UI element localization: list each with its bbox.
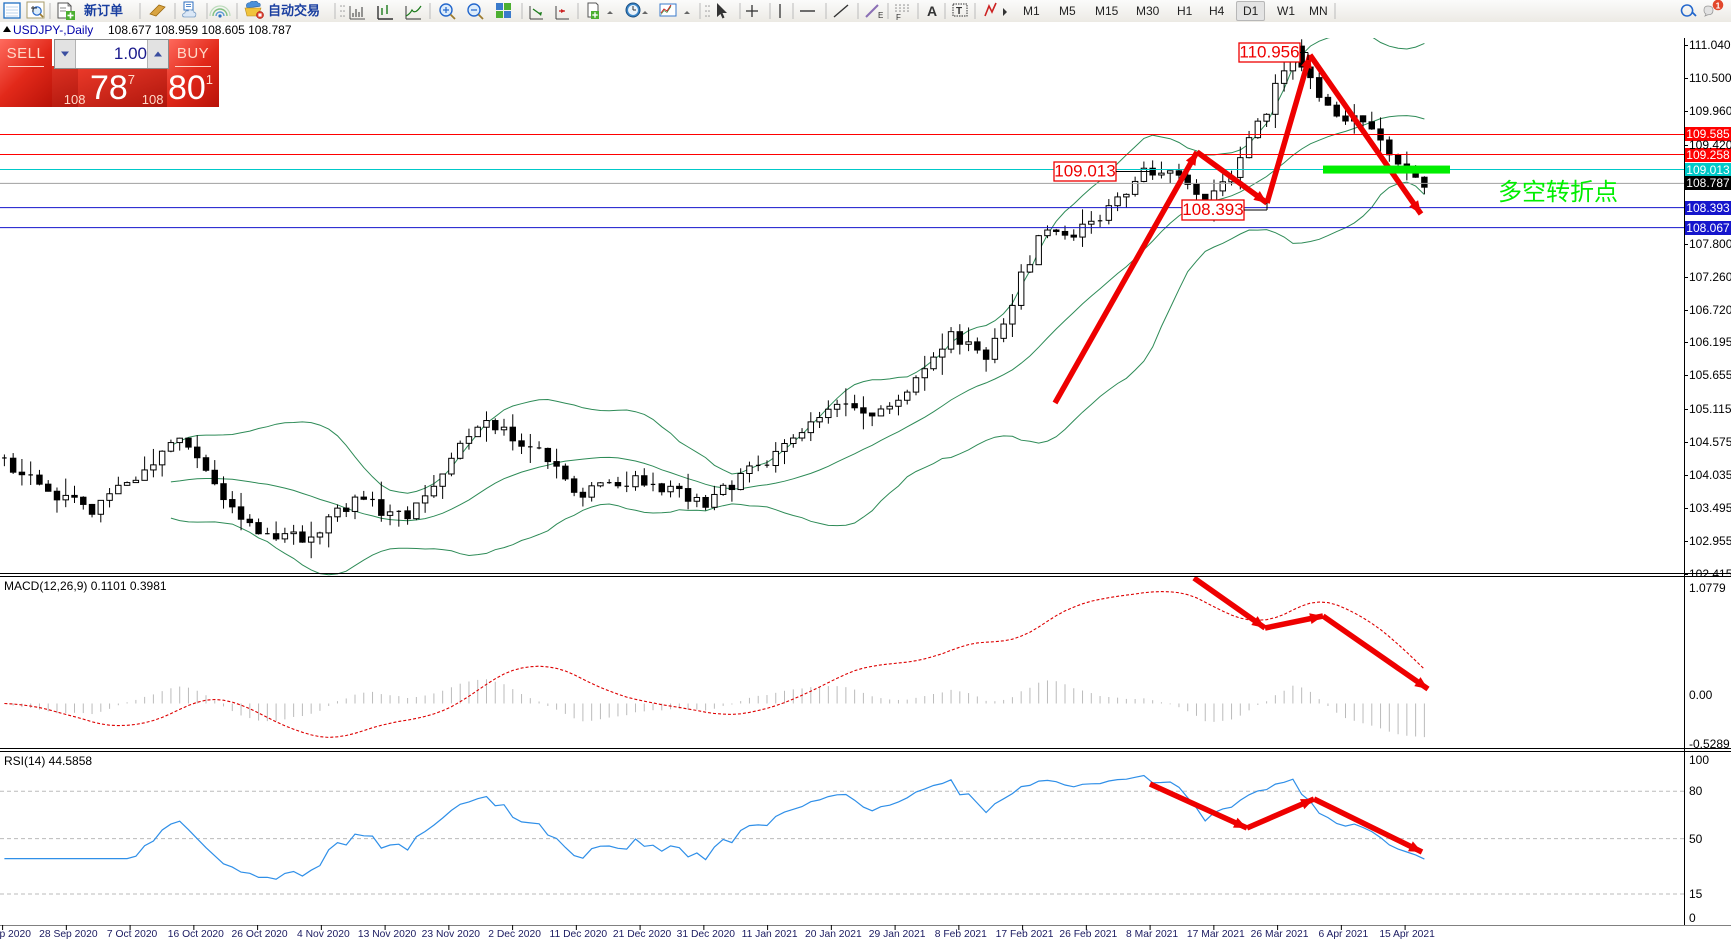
svg-text:6 Apr 2021: 6 Apr 2021 xyxy=(1318,929,1368,940)
svg-text:11 Jan 2021: 11 Jan 2021 xyxy=(742,929,798,940)
svg-text:20 Jan 2021: 20 Jan 2021 xyxy=(805,929,862,940)
svg-text:8 Mar 2021: 8 Mar 2021 xyxy=(1126,929,1178,940)
svg-text:17 Feb 2021: 17 Feb 2021 xyxy=(996,929,1054,940)
svg-text:26 Mar 2021: 26 Mar 2021 xyxy=(1251,929,1309,940)
svg-text:26 Oct 2020: 26 Oct 2020 xyxy=(232,929,288,940)
svg-text:8 Sep 2020: 8 Sep 2020 xyxy=(0,929,31,940)
svg-text:13 Nov 2020: 13 Nov 2020 xyxy=(358,929,417,940)
svg-text:26 Feb 2021: 26 Feb 2021 xyxy=(1059,929,1117,940)
svg-text:23 Nov 2020: 23 Nov 2020 xyxy=(422,929,481,940)
svg-text:4 Nov 2020: 4 Nov 2020 xyxy=(297,929,350,940)
svg-text:11 Dec 2020: 11 Dec 2020 xyxy=(550,929,608,940)
svg-text:28 Sep 2020: 28 Sep 2020 xyxy=(39,929,98,940)
svg-text:31 Dec 2020: 31 Dec 2020 xyxy=(677,929,736,940)
svg-text:2 Dec 2020: 2 Dec 2020 xyxy=(488,929,541,940)
svg-text:110.956: 110.956 xyxy=(1239,43,1299,62)
svg-text:17 Mar 2021: 17 Mar 2021 xyxy=(1187,929,1245,940)
svg-text:21 Dec 2020: 21 Dec 2020 xyxy=(613,929,672,940)
svg-text:29 Jan 2021: 29 Jan 2021 xyxy=(869,929,926,940)
svg-text:109.013: 109.013 xyxy=(1054,162,1115,181)
svg-text:7 Oct 2020: 7 Oct 2020 xyxy=(107,929,158,940)
svg-text:多空转折点: 多空转折点 xyxy=(1498,179,1618,206)
svg-text:1: 1 xyxy=(1716,1,1721,11)
svg-text:8 Feb 2021: 8 Feb 2021 xyxy=(935,929,987,940)
svg-text:108.393: 108.393 xyxy=(1182,200,1243,219)
svg-text:16 Oct 2020: 16 Oct 2020 xyxy=(168,929,224,940)
svg-text:15 Apr 2021: 15 Apr 2021 xyxy=(1379,929,1435,940)
